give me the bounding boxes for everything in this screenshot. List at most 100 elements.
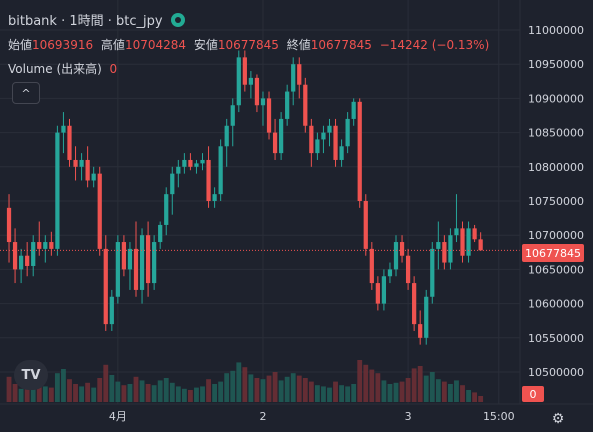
volume-bar [478,396,484,402]
open-label: 始値 [8,38,33,52]
volume-bar [61,369,66,402]
volume-bar [387,384,393,402]
volume-bar [224,373,230,402]
candle-body [31,242,36,266]
candle-body [212,194,217,201]
candle-body [73,159,78,167]
candle-body [49,242,54,249]
candle-body [369,248,374,284]
volume-bar [375,373,381,402]
candle-body [67,125,72,160]
candle-body [418,324,423,338]
candle-body [466,228,471,256]
high-value: 10704284 [124,38,187,52]
candle-body [297,64,302,85]
candle-body [412,283,417,325]
volume-bar [48,387,54,402]
volume-bar [24,381,30,402]
symbol-title[interactable]: bitbank · 1時間 · btc_jpy [8,14,163,29]
x-tick-label: 4月 [109,410,127,423]
candle-body [242,57,247,85]
candle-body [158,224,163,243]
volume-bar [206,379,211,402]
volume-bars [6,360,484,402]
last-volume-label: 0 [522,386,544,402]
volume-bar [236,362,242,402]
volume-bar [308,381,314,402]
candle-body [339,146,344,160]
candle-body [170,173,175,195]
low-label: 安値 [193,38,218,52]
y-tick-label: 11000000 [528,24,584,37]
volume-bar [278,380,284,402]
candle-body [405,255,411,284]
candle-body [321,132,326,140]
candle-body [133,248,139,290]
high-label: 高値 [100,38,125,52]
candle-body [478,239,483,251]
candle-body [436,242,441,249]
candle-body [19,255,24,270]
volume-bar [79,386,84,402]
candle-body [218,146,223,195]
low-value: 10677845 [217,38,279,52]
volume-bar [157,380,163,402]
y-tick-label: 10800000 [528,161,584,174]
candle-body [236,57,241,106]
volume-bar [200,386,205,402]
volume-bar [230,370,236,402]
volume-bar [248,374,254,402]
candle-body [472,228,477,240]
candle-body [303,84,308,126]
volume-bar [18,388,24,402]
settings-gear-icon[interactable]: ⚙ [551,411,565,427]
close-value: 10677845 [310,38,372,52]
volume-bar [460,385,465,402]
volume-bar [254,378,260,402]
candle-body [182,159,187,167]
candle-body [279,118,284,154]
volume-bar [85,382,91,402]
candle-body [55,132,60,249]
volume-bar [399,381,405,402]
time-axis[interactable]: 4月 2 3 15:00 [109,410,515,423]
candle-body [430,248,435,297]
candle-body [315,139,320,154]
volume-bar [272,372,278,402]
candle-body [79,159,84,167]
volume-bar [67,379,72,402]
collapse-legend-button[interactable]: ^ [12,82,40,104]
volume-bar [163,378,169,402]
x-tick-label: 15:00 [483,410,515,423]
candle-body [12,242,18,270]
candle-body [357,101,362,201]
y-tick-label: 10950000 [528,58,584,71]
volume-bar [393,382,399,402]
candle-body [25,255,30,266]
volume-bar [194,387,199,402]
volume-bar [417,366,423,402]
candle-body [127,248,133,270]
candle-body [260,98,266,106]
candle-body [248,77,253,85]
tradingview-logo[interactable]: TV [14,360,48,390]
volume-label[interactable]: Volume (出来高) [8,62,102,76]
y-tick-label: 10900000 [528,92,584,105]
candle-body [43,242,48,249]
chart-title-row: bitbank · 1時間 · btc_jpy [8,10,185,29]
candle-body [37,242,42,249]
candle-body [145,235,151,284]
volume-bar [435,379,441,402]
candle-body [351,101,356,119]
volume-bar [327,387,332,402]
volume-bar [466,390,471,402]
candle-body [61,125,66,133]
volume-bar [212,384,218,402]
volume-bar [181,388,187,402]
candle-body [91,173,96,181]
price-axis[interactable]: 11000000 10950000 10900000 10850000 10800000… [528,24,584,379]
volume-bar [169,382,175,402]
volume-bar [339,385,344,402]
y-tick-label: 10850000 [528,127,584,140]
